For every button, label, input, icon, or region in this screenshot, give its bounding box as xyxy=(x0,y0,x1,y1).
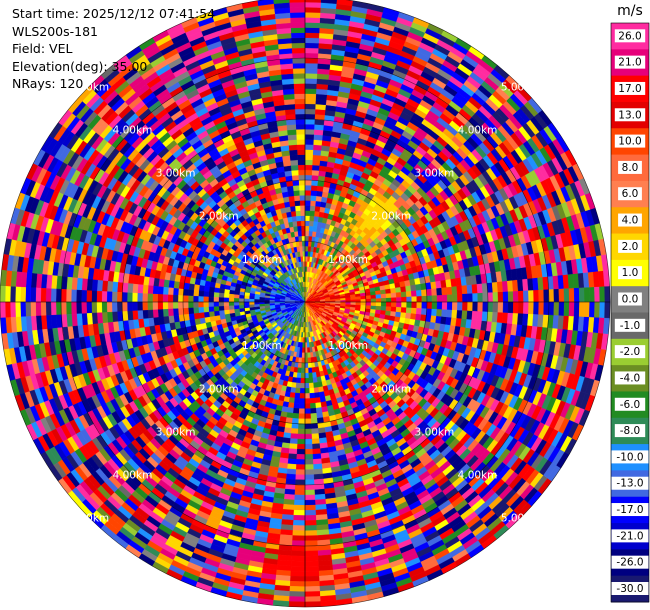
instrument-label: WLS200s-181 xyxy=(12,23,98,39)
elevation-label: Elevation(deg): 35.00 xyxy=(12,58,148,74)
field-label: Field: VEL xyxy=(12,41,73,56)
ppi-cells xyxy=(0,0,611,608)
nrays-label: NRays: 120 xyxy=(12,76,84,91)
start-time-label: Start time: 2025/12/12 07:41:54 xyxy=(12,6,216,21)
radar-info-block: Start time: 2025/12/12 07:41:54 WLS200s-… xyxy=(12,5,215,93)
